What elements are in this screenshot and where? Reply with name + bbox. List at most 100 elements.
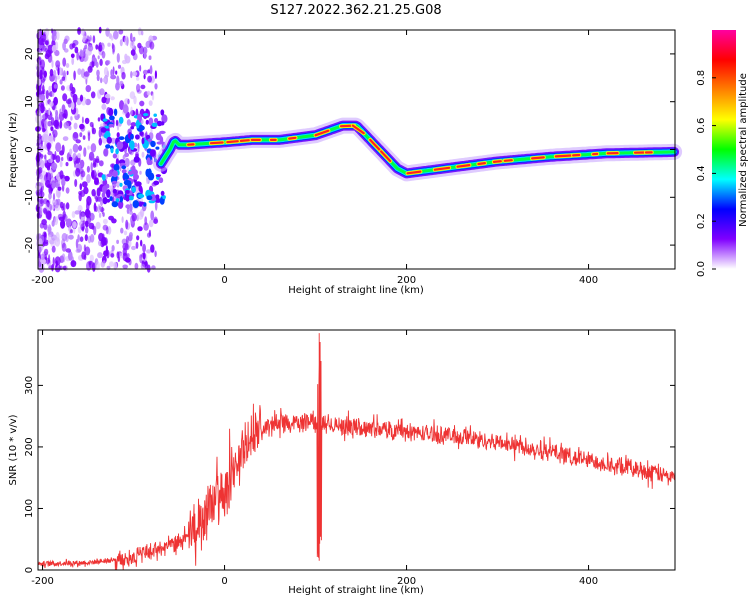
noise-speck <box>42 114 46 120</box>
noise-speck <box>38 37 44 46</box>
noise-speck <box>146 249 152 254</box>
noise-speck <box>98 212 102 218</box>
noise-speck <box>61 233 68 242</box>
clutter-speck <box>148 200 156 204</box>
spec-ytick-label: 0 <box>24 146 35 152</box>
noise-speck <box>131 212 137 222</box>
ridge-hot-cell <box>433 166 451 171</box>
noise-speck <box>147 69 151 74</box>
noise-speck <box>45 172 52 182</box>
noise-speck <box>77 205 83 213</box>
noise-speck <box>103 237 108 246</box>
noise-speck <box>139 100 145 107</box>
clutter-speck <box>139 203 143 207</box>
clutter-speck <box>127 180 132 189</box>
clutter-speck <box>103 133 110 139</box>
ridge-hot-cell <box>239 139 250 142</box>
noise-speck <box>78 145 83 151</box>
noise-speck <box>87 235 92 244</box>
ridge-hot-cell <box>554 154 573 158</box>
noise-speck <box>65 248 72 253</box>
noise-speck <box>56 30 60 41</box>
noise-speck <box>44 53 50 60</box>
noise-speck <box>54 204 61 211</box>
clutter-speck <box>111 180 118 184</box>
clutter-speck <box>135 119 140 129</box>
noise-speck <box>92 157 97 167</box>
noise-speck <box>97 55 100 60</box>
noise-speck <box>90 91 96 99</box>
noise-speck <box>74 179 78 187</box>
clutter-speck <box>147 168 152 177</box>
noise-speck <box>132 71 138 77</box>
noise-speck <box>142 243 147 253</box>
noise-speck <box>83 71 90 77</box>
noise-speck <box>124 257 131 263</box>
noise-speck <box>124 53 128 61</box>
noise-speck <box>75 167 81 177</box>
clutter-speck <box>158 177 164 184</box>
clutter-speck <box>161 114 168 124</box>
clutter-speck <box>106 136 113 144</box>
noise-speck <box>57 67 60 76</box>
noise-speck <box>47 135 54 142</box>
noise-speck <box>86 216 92 225</box>
noise-speck <box>36 78 42 86</box>
clutter-speck <box>121 165 127 170</box>
noise-speck <box>142 252 146 260</box>
noise-speck <box>49 68 54 77</box>
noise-speck <box>121 216 124 224</box>
snr-ytick-label: 300 <box>24 376 35 395</box>
noise-speck <box>130 49 136 56</box>
noise-speck <box>149 41 155 50</box>
noise-speck <box>88 260 94 269</box>
noise-speck <box>61 253 66 263</box>
noise-speck <box>92 57 95 62</box>
clutter-speck <box>108 123 115 128</box>
noise-speck <box>64 175 70 182</box>
noise-speck <box>126 253 130 258</box>
noise-speck <box>143 222 149 231</box>
noise-speck <box>122 104 129 114</box>
noise-speck <box>126 37 129 47</box>
noise-speck <box>153 216 158 224</box>
noise-speck <box>150 244 155 253</box>
noise-speck <box>48 85 52 92</box>
clutter-speck <box>106 198 111 203</box>
clutter-speck <box>102 196 108 205</box>
noise-speck <box>81 181 88 188</box>
noise-speck <box>47 234 53 242</box>
noise-speck <box>57 186 62 191</box>
noise-speck <box>41 79 45 86</box>
clutter-speck <box>118 116 124 124</box>
noise-speck <box>106 249 110 259</box>
noise-speck <box>57 190 61 198</box>
clutter-speck <box>141 137 145 145</box>
clutter-speck <box>133 156 140 163</box>
noise-speck <box>77 68 82 75</box>
noise-speck <box>51 29 57 37</box>
noise-speck <box>77 114 81 119</box>
noise-speck <box>45 90 49 100</box>
noise-speck <box>88 151 95 161</box>
noise-speck <box>92 35 96 44</box>
noise-speck <box>68 125 72 131</box>
noise-speck <box>68 251 73 261</box>
noise-speck <box>96 69 100 77</box>
noise-speck <box>144 216 148 226</box>
noise-speck <box>43 248 49 256</box>
noise-speck <box>113 261 118 271</box>
clutter-speck <box>139 131 144 136</box>
noise-speck <box>98 137 103 146</box>
noise-speck <box>62 210 66 219</box>
clutter-speck <box>125 194 130 202</box>
noise-speck <box>48 192 52 200</box>
noise-speck <box>134 262 139 270</box>
noise-speck <box>102 218 108 225</box>
noise-speck <box>72 143 79 153</box>
noise-speck <box>55 123 60 130</box>
noise-speck <box>84 234 88 242</box>
clutter-speck <box>160 190 165 196</box>
noise-speck <box>90 162 93 172</box>
noise-speck <box>73 160 77 168</box>
